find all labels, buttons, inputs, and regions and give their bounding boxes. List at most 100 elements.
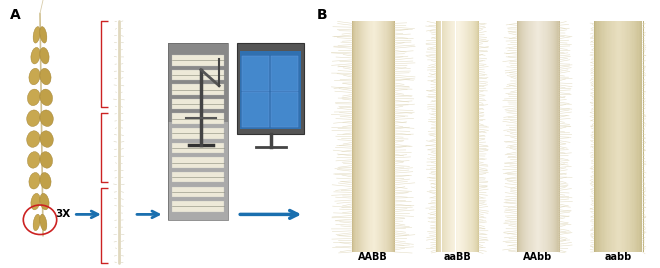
Bar <box>551 21 552 252</box>
Text: 3X: 3X <box>55 209 71 219</box>
Bar <box>520 21 521 252</box>
Bar <box>453 21 454 252</box>
Bar <box>628 21 629 252</box>
Bar <box>452 21 453 252</box>
Bar <box>626 21 628 252</box>
Bar <box>630 21 631 252</box>
Text: aabb: aabb <box>605 252 632 262</box>
Bar <box>526 21 527 252</box>
Bar <box>549 21 550 252</box>
Bar <box>393 21 394 252</box>
Bar <box>535 21 536 252</box>
Bar <box>358 21 360 252</box>
Ellipse shape <box>26 110 40 126</box>
Bar <box>638 21 639 252</box>
Bar <box>391 21 392 252</box>
Bar <box>352 21 353 252</box>
Bar <box>380 21 381 252</box>
Bar <box>521 21 522 252</box>
Text: AAbb: AAbb <box>523 252 552 262</box>
Ellipse shape <box>40 27 47 43</box>
Bar <box>548 21 549 252</box>
Bar <box>529 21 531 252</box>
Bar <box>595 21 596 252</box>
Bar <box>377 21 378 252</box>
Bar <box>438 21 440 252</box>
Bar <box>616 21 617 252</box>
Bar <box>172 128 224 139</box>
Bar <box>631 21 632 252</box>
Bar <box>446 21 447 252</box>
Bar <box>376 21 377 252</box>
Bar <box>478 21 479 252</box>
Bar <box>443 21 444 252</box>
Bar <box>392 21 393 252</box>
Bar <box>168 43 228 122</box>
Bar <box>471 21 472 252</box>
Bar <box>370 21 372 252</box>
Bar <box>607 21 609 252</box>
Text: 1mm: 1mm <box>317 248 331 253</box>
Ellipse shape <box>28 89 40 106</box>
Bar <box>536 21 537 252</box>
Bar <box>238 43 304 134</box>
Bar <box>378 21 379 252</box>
Ellipse shape <box>40 47 49 64</box>
Bar <box>475 21 476 252</box>
Bar <box>240 51 301 129</box>
Bar <box>459 21 460 252</box>
Bar <box>356 21 358 252</box>
Bar <box>385 21 387 252</box>
Bar <box>168 43 228 220</box>
Bar <box>474 21 475 252</box>
Bar <box>457 21 459 252</box>
Bar <box>544 21 546 252</box>
Bar <box>472 21 473 252</box>
Bar <box>372 21 373 252</box>
Bar <box>374 21 375 252</box>
Bar <box>466 21 467 252</box>
Bar <box>618 21 620 252</box>
Bar <box>363 21 364 252</box>
Bar <box>620 21 621 252</box>
Text: aaBB: aaBB <box>444 252 471 262</box>
Ellipse shape <box>40 173 51 189</box>
Bar <box>367 21 368 252</box>
Bar <box>610 21 611 252</box>
Bar <box>539 21 541 252</box>
Bar <box>271 56 298 91</box>
Bar <box>172 172 224 183</box>
Bar <box>533 21 534 252</box>
Bar <box>445 21 446 252</box>
Bar <box>524 21 525 252</box>
Bar <box>364 21 365 252</box>
Bar <box>617 21 618 252</box>
Text: B: B <box>317 8 328 22</box>
Bar <box>600 21 601 252</box>
Bar <box>444 21 445 252</box>
Bar <box>546 21 548 252</box>
Bar <box>624 21 625 252</box>
Ellipse shape <box>40 89 53 106</box>
Bar <box>368 21 370 252</box>
Bar <box>541 21 543 252</box>
Bar <box>636 21 638 252</box>
Bar <box>451 21 452 252</box>
Bar <box>461 21 462 252</box>
Bar <box>635 21 636 252</box>
Bar <box>373 21 374 252</box>
Text: A: A <box>10 8 20 22</box>
Bar <box>611 21 612 252</box>
Ellipse shape <box>29 173 40 189</box>
Bar <box>634 21 635 252</box>
Bar <box>172 143 224 153</box>
Bar <box>552 21 553 252</box>
Bar <box>622 21 624 252</box>
Bar <box>596 21 597 252</box>
Bar <box>389 21 390 252</box>
Bar <box>553 21 554 252</box>
Bar <box>534 21 535 252</box>
Ellipse shape <box>33 27 40 43</box>
Bar <box>473 21 474 252</box>
Bar <box>532 21 533 252</box>
